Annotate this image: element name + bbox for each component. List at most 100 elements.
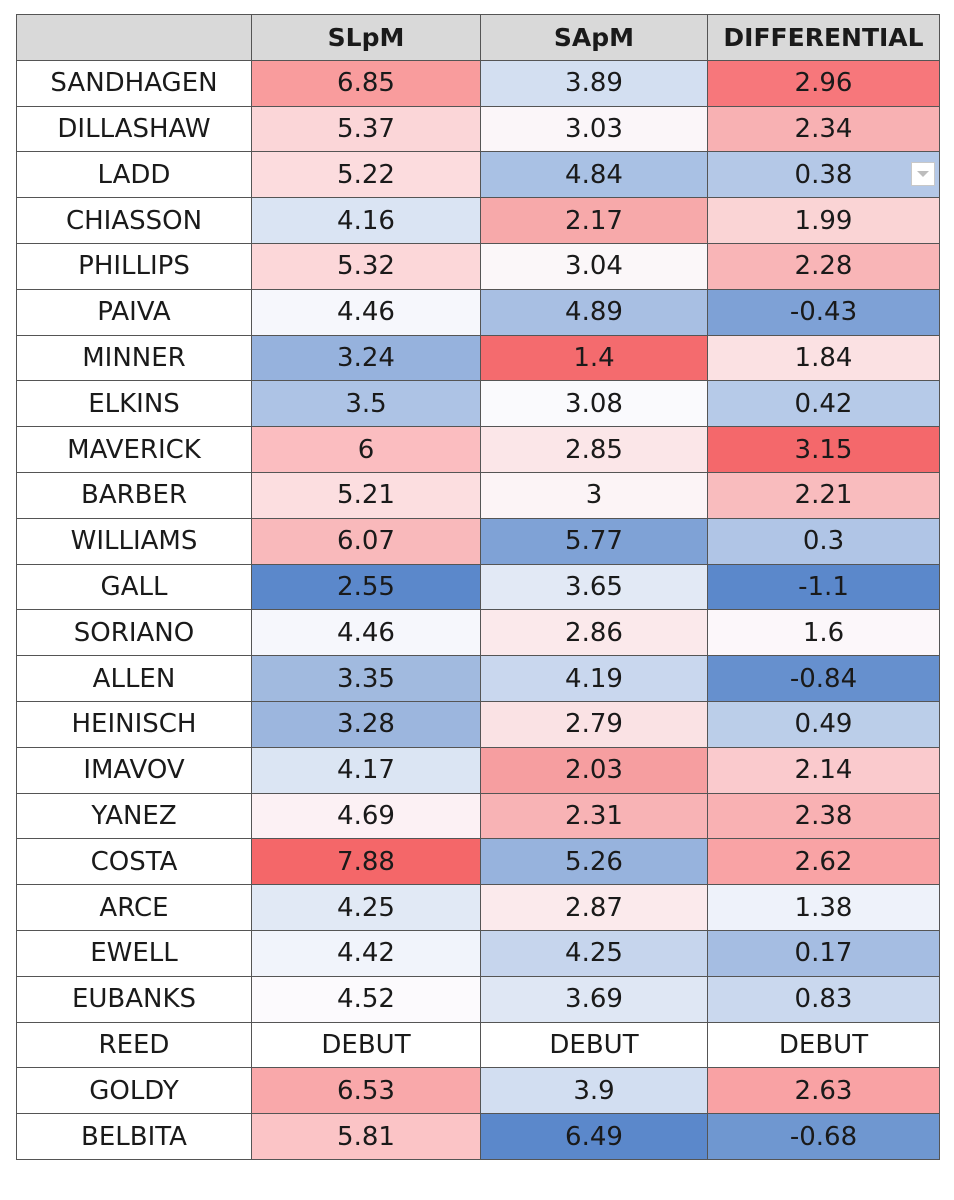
slpm-cell[interactable]: DEBUT [251,1021,481,1069]
differential-cell[interactable]: -0.84 [707,655,940,702]
header-cell-name[interactable] [16,14,252,61]
sapm-cell[interactable]: 2.86 [480,609,708,657]
fighter-name-cell[interactable]: WILLIAMS [16,517,252,565]
differential-cell[interactable]: 2.38 [707,792,940,840]
sapm-cell[interactable]: 2.03 [480,746,708,794]
slpm-cell[interactable]: 3.35 [251,655,481,702]
sapm-cell[interactable]: 2.85 [480,426,708,473]
sapm-cell[interactable]: 3.04 [480,242,708,290]
differential-cell[interactable]: 2.96 [707,59,940,107]
differential-cell[interactable]: 0.3 [707,517,940,565]
sapm-cell[interactable]: 4.25 [480,929,708,977]
fighter-name-cell[interactable]: GALL [16,563,252,611]
slpm-cell[interactable]: 4.16 [251,197,481,244]
sapm-cell[interactable]: 3.69 [480,975,708,1023]
slpm-cell[interactable]: 5.21 [251,471,481,519]
sapm-cell[interactable]: 1.4 [480,334,708,382]
differential-cell[interactable]: 2.34 [707,105,940,153]
slpm-cell[interactable]: 5.37 [251,105,481,153]
sapm-cell[interactable]: 4.84 [480,151,708,199]
sapm-cell[interactable]: 5.77 [480,517,708,565]
fighter-name-cell[interactable]: SORIANO [16,609,252,657]
differential-cell[interactable]: DEBUT [707,1021,940,1069]
slpm-cell[interactable]: 6.85 [251,59,481,107]
sapm-cell[interactable]: 4.19 [480,655,708,702]
differential-cell[interactable]: 2.14 [707,746,940,794]
fighter-name-cell[interactable]: IMAVOV [16,746,252,794]
sapm-cell[interactable]: 3.65 [480,563,708,611]
differential-cell[interactable]: -0.43 [707,288,940,336]
differential-cell[interactable]: 0.83 [707,975,940,1023]
differential-cell[interactable]: 3.15 [707,426,940,473]
slpm-cell[interactable]: 6.07 [251,517,481,565]
fighter-name-cell[interactable]: ELKINS [16,380,252,428]
fighter-name-cell[interactable]: PAIVA [16,288,252,336]
fighter-name-cell[interactable]: PHILLIPS [16,242,252,290]
differential-cell[interactable]: 1.6 [707,609,940,657]
fighter-name-cell[interactable]: DILLASHAW [16,105,252,153]
fighter-name-cell[interactable]: REED [16,1021,252,1069]
sapm-cell[interactable]: DEBUT [480,1021,708,1069]
fighter-name-cell[interactable]: GOLDY [16,1067,252,1115]
slpm-cell[interactable]: 5.32 [251,242,481,290]
slpm-cell[interactable]: 4.25 [251,884,481,931]
differential-cell[interactable]: -1.1 [707,563,940,611]
slpm-cell[interactable]: 3.28 [251,700,481,748]
fighter-name-cell[interactable]: EWELL [16,929,252,977]
sapm-cell[interactable]: 3.89 [480,59,708,107]
header-cell-sapm[interactable]: SApM [480,14,708,61]
sapm-cell[interactable]: 6.49 [480,1113,708,1160]
differential-cell[interactable]: 2.28 [707,242,940,290]
header-cell-differential[interactable]: DIFFERENTIAL [707,14,940,61]
fighter-name-cell[interactable]: HEINISCH [16,700,252,748]
slpm-cell[interactable]: 5.81 [251,1113,481,1160]
slpm-cell[interactable]: 4.46 [251,288,481,336]
sapm-cell[interactable]: 2.79 [480,700,708,748]
slpm-cell[interactable]: 4.46 [251,609,481,657]
sapm-cell[interactable]: 3.03 [480,105,708,153]
fighter-name-cell[interactable]: ARCE [16,884,252,931]
sapm-cell[interactable]: 3.08 [480,380,708,428]
sapm-cell[interactable]: 2.17 [480,197,708,244]
differential-cell[interactable]: 1.84 [707,334,940,382]
slpm-cell[interactable]: 4.17 [251,746,481,794]
slpm-cell[interactable]: 6.53 [251,1067,481,1115]
fighter-name-cell[interactable]: MAVERICK [16,426,252,473]
sapm-cell[interactable]: 3 [480,471,708,519]
fighter-name-cell[interactable]: BARBER [16,471,252,519]
fighter-name-cell[interactable]: YANEZ [16,792,252,840]
fighter-name-cell[interactable]: EUBANKS [16,975,252,1023]
slpm-cell[interactable]: 6 [251,426,481,473]
sapm-cell[interactable]: 2.87 [480,884,708,931]
slpm-cell[interactable]: 7.88 [251,838,481,886]
sapm-cell[interactable]: 4.89 [480,288,708,336]
fighter-name-cell[interactable]: LADD [16,151,252,199]
slpm-cell[interactable]: 5.22 [251,151,481,199]
fighter-name-cell[interactable]: ALLEN [16,655,252,702]
fighter-name-cell[interactable]: COSTA [16,838,252,886]
slpm-cell[interactable]: 4.69 [251,792,481,840]
differential-cell[interactable]: 1.38 [707,884,940,931]
fighter-name-cell[interactable]: CHIASSON [16,197,252,244]
slpm-cell[interactable]: 2.55 [251,563,481,611]
slpm-cell[interactable]: 4.42 [251,929,481,977]
filter-dropdown-button[interactable] [911,162,935,186]
differential-cell[interactable]: 0.17 [707,929,940,977]
differential-cell[interactable]: 1.99 [707,197,940,244]
differential-cell[interactable]: 0.49 [707,700,940,748]
sapm-cell[interactable]: 3.9 [480,1067,708,1115]
fighter-name-cell[interactable]: BELBITA [16,1113,252,1160]
sapm-cell[interactable]: 5.26 [480,838,708,886]
differential-cell[interactable]: 0.42 [707,380,940,428]
differential-cell[interactable]: -0.68 [707,1113,940,1160]
differential-cell[interactable]: 0.38 [707,151,940,199]
differential-cell[interactable]: 2.62 [707,838,940,886]
slpm-cell[interactable]: 3.5 [251,380,481,428]
sapm-cell[interactable]: 2.31 [480,792,708,840]
differential-cell[interactable]: 2.21 [707,471,940,519]
differential-cell[interactable]: 2.63 [707,1067,940,1115]
slpm-cell[interactable]: 3.24 [251,334,481,382]
slpm-cell[interactable]: 4.52 [251,975,481,1023]
header-cell-slpm[interactable]: SLpM [251,14,481,61]
fighter-name-cell[interactable]: SANDHAGEN [16,59,252,107]
